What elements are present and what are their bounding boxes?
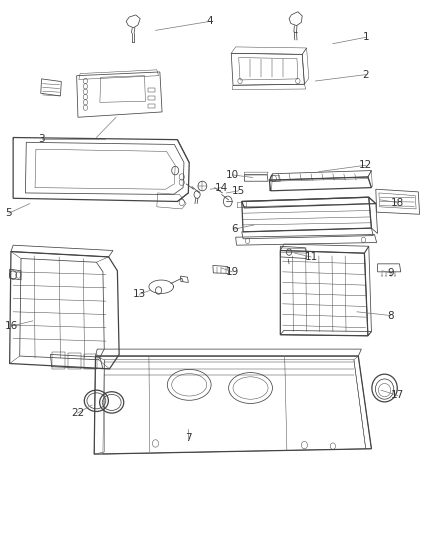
Text: 2: 2 [362,70,369,79]
Text: 15: 15 [232,186,245,196]
Text: 16: 16 [4,321,18,331]
Text: 17: 17 [391,391,404,400]
Text: 18: 18 [391,198,404,207]
Text: 5: 5 [5,208,12,218]
Text: 1: 1 [362,33,369,42]
Text: 11: 11 [304,252,318,262]
Text: 13: 13 [133,289,146,299]
Text: 4: 4 [207,17,214,26]
Text: 19: 19 [226,267,239,277]
Text: 8: 8 [387,311,394,320]
Text: 14: 14 [215,183,228,192]
Text: 6: 6 [231,224,238,234]
Text: 12: 12 [359,160,372,170]
Text: 10: 10 [226,170,239,180]
Text: 3: 3 [38,134,45,143]
Text: 22: 22 [71,408,84,418]
Text: 7: 7 [185,433,192,443]
Text: 9: 9 [387,268,394,278]
